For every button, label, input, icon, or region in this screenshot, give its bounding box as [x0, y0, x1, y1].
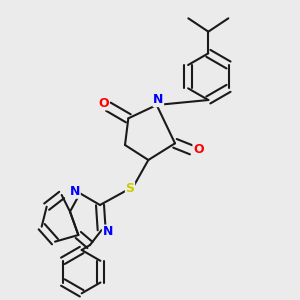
Text: N: N — [103, 225, 113, 238]
Text: N: N — [70, 185, 80, 198]
Text: S: S — [125, 182, 134, 195]
Text: N: N — [153, 94, 164, 106]
Text: O: O — [98, 97, 109, 110]
Text: O: O — [193, 143, 204, 157]
